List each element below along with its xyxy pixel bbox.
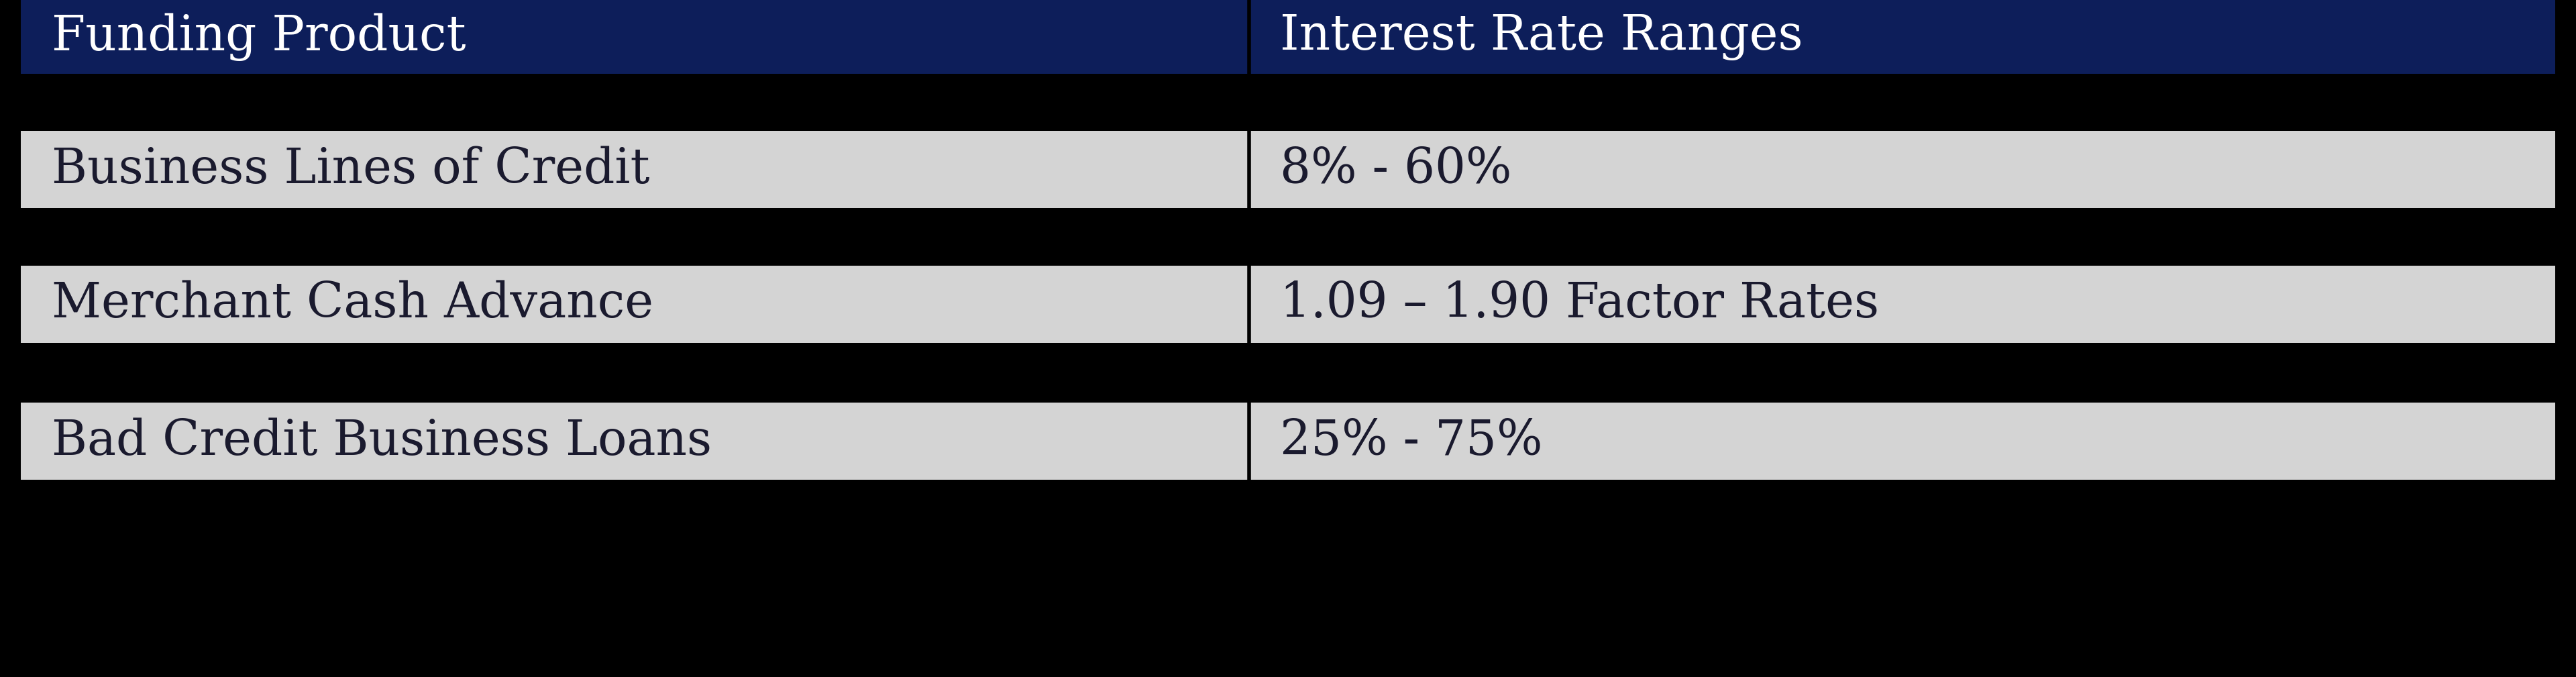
Text: 1.09 – 1.90 Factor Rates: 1.09 – 1.90 Factor Rates bbox=[1280, 280, 1880, 328]
FancyBboxPatch shape bbox=[21, 403, 2555, 480]
Text: Merchant Cash Advance: Merchant Cash Advance bbox=[52, 280, 654, 328]
Text: Bad Credit Business Loans: Bad Credit Business Loans bbox=[52, 418, 711, 465]
FancyBboxPatch shape bbox=[21, 265, 2555, 343]
Text: 25% - 75%: 25% - 75% bbox=[1280, 418, 1543, 465]
Text: Business Lines of Credit: Business Lines of Credit bbox=[52, 146, 649, 193]
FancyBboxPatch shape bbox=[21, 131, 2555, 208]
Text: 8% - 60%: 8% - 60% bbox=[1280, 146, 1512, 193]
Text: Funding Product: Funding Product bbox=[52, 13, 466, 61]
Text: Interest Rate Ranges: Interest Rate Ranges bbox=[1280, 14, 1803, 60]
FancyBboxPatch shape bbox=[21, 0, 2555, 74]
